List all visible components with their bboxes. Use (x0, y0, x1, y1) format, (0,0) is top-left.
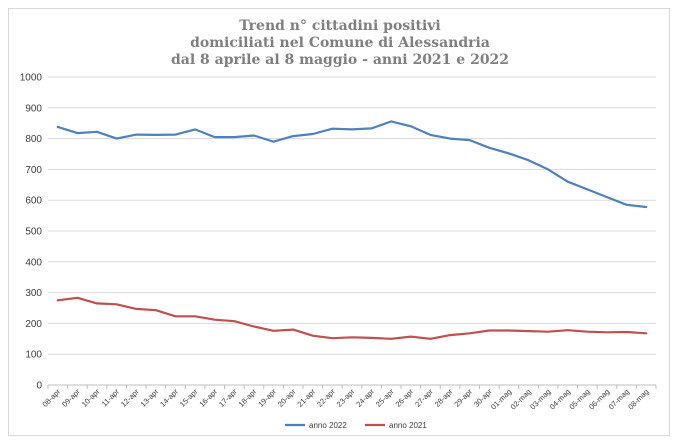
y-tick-label: 1000 (20, 73, 43, 84)
x-tick-label: 12-apr (119, 387, 141, 409)
y-tick-label: 300 (25, 288, 42, 299)
x-tick-label: 06-mag (587, 387, 611, 411)
x-tick-label: 16-apr (197, 387, 219, 409)
legend-label-anno-2021: anno 2021 (389, 421, 427, 430)
x-tick-label: 18-apr (237, 387, 259, 409)
x-tick-label: 19-apr (256, 387, 278, 409)
y-tick-label: 500 (25, 227, 42, 238)
x-tick-label: 09-apr (60, 387, 82, 409)
x-tick-label: 27-apr (413, 387, 435, 409)
chart-frame (8, 8, 670, 436)
y-tick-label: 600 (25, 196, 42, 207)
series-lines (56, 120, 648, 340)
gridlines (48, 76, 656, 386)
x-tick-label: 22-apr (315, 387, 337, 409)
y-tick-label: 800 (25, 134, 42, 145)
x-tick-label: 04-mag (548, 387, 572, 411)
x-tick-label: 11-apr (100, 387, 122, 409)
legend: anno 2022 anno 2021 (285, 421, 427, 430)
y-tick-label: 700 (25, 165, 42, 176)
x-tick-label: 23-apr (335, 387, 357, 409)
x-tick-label: 05-mag (567, 387, 591, 411)
x-tick-label: 28-apr (433, 387, 455, 409)
x-tick-label: 01-mag (489, 387, 513, 411)
chart-title: Trend n° cittadini positivi domiciliati … (171, 18, 509, 68)
x-tick-label: 26-apr (394, 387, 416, 409)
x-tick-label: 17-apr (217, 387, 239, 409)
legend-label-anno-2022: anno 2022 (309, 421, 347, 430)
series-line-anno-2021 (56, 296, 648, 340)
y-tick-label: 200 (25, 319, 42, 330)
y-tick-label: 0 (36, 381, 42, 392)
x-tick-label: 03-mag (528, 387, 552, 411)
x-tick-label: 25-apr (374, 387, 396, 409)
x-tick-label: 10-apr (80, 387, 102, 409)
x-tick-label: 13-apr (139, 387, 161, 409)
x-tick-label: 29-apr (452, 387, 474, 409)
x-tick-label: 07-mag (607, 387, 631, 411)
x-tick-label: 24-apr (354, 387, 376, 409)
x-tick-label: 08-apr (41, 387, 63, 409)
chart-title-line-1: Trend n° cittadini positivi (239, 18, 440, 34)
x-tick-label: 02-mag (509, 387, 533, 411)
x-tick-label: 20-apr (276, 387, 298, 409)
x-axis: 08-apr09-apr10-apr11-apr12-apr13-apr14-a… (41, 385, 657, 411)
chart-title-line-3: dal 8 aprile al 8 maggio - anni 2021 e 2… (171, 52, 509, 68)
x-tick-label: 08-mag (626, 387, 650, 411)
x-tick-label: 21-apr (295, 387, 317, 409)
x-tick-label: 14-apr (158, 387, 180, 409)
x-tick-label: 15-apr (178, 387, 200, 409)
y-axis: 0 100 200 300 400 500 600 700 800 900 1000 (20, 73, 43, 392)
y-tick-label: 900 (25, 103, 42, 114)
y-tick-label: 400 (25, 257, 42, 268)
series-line-anno-2022 (56, 120, 648, 209)
chart-title-line-2: domiciliati nel Comune di Alessandria (190, 35, 490, 51)
y-tick-label: 100 (25, 350, 42, 361)
